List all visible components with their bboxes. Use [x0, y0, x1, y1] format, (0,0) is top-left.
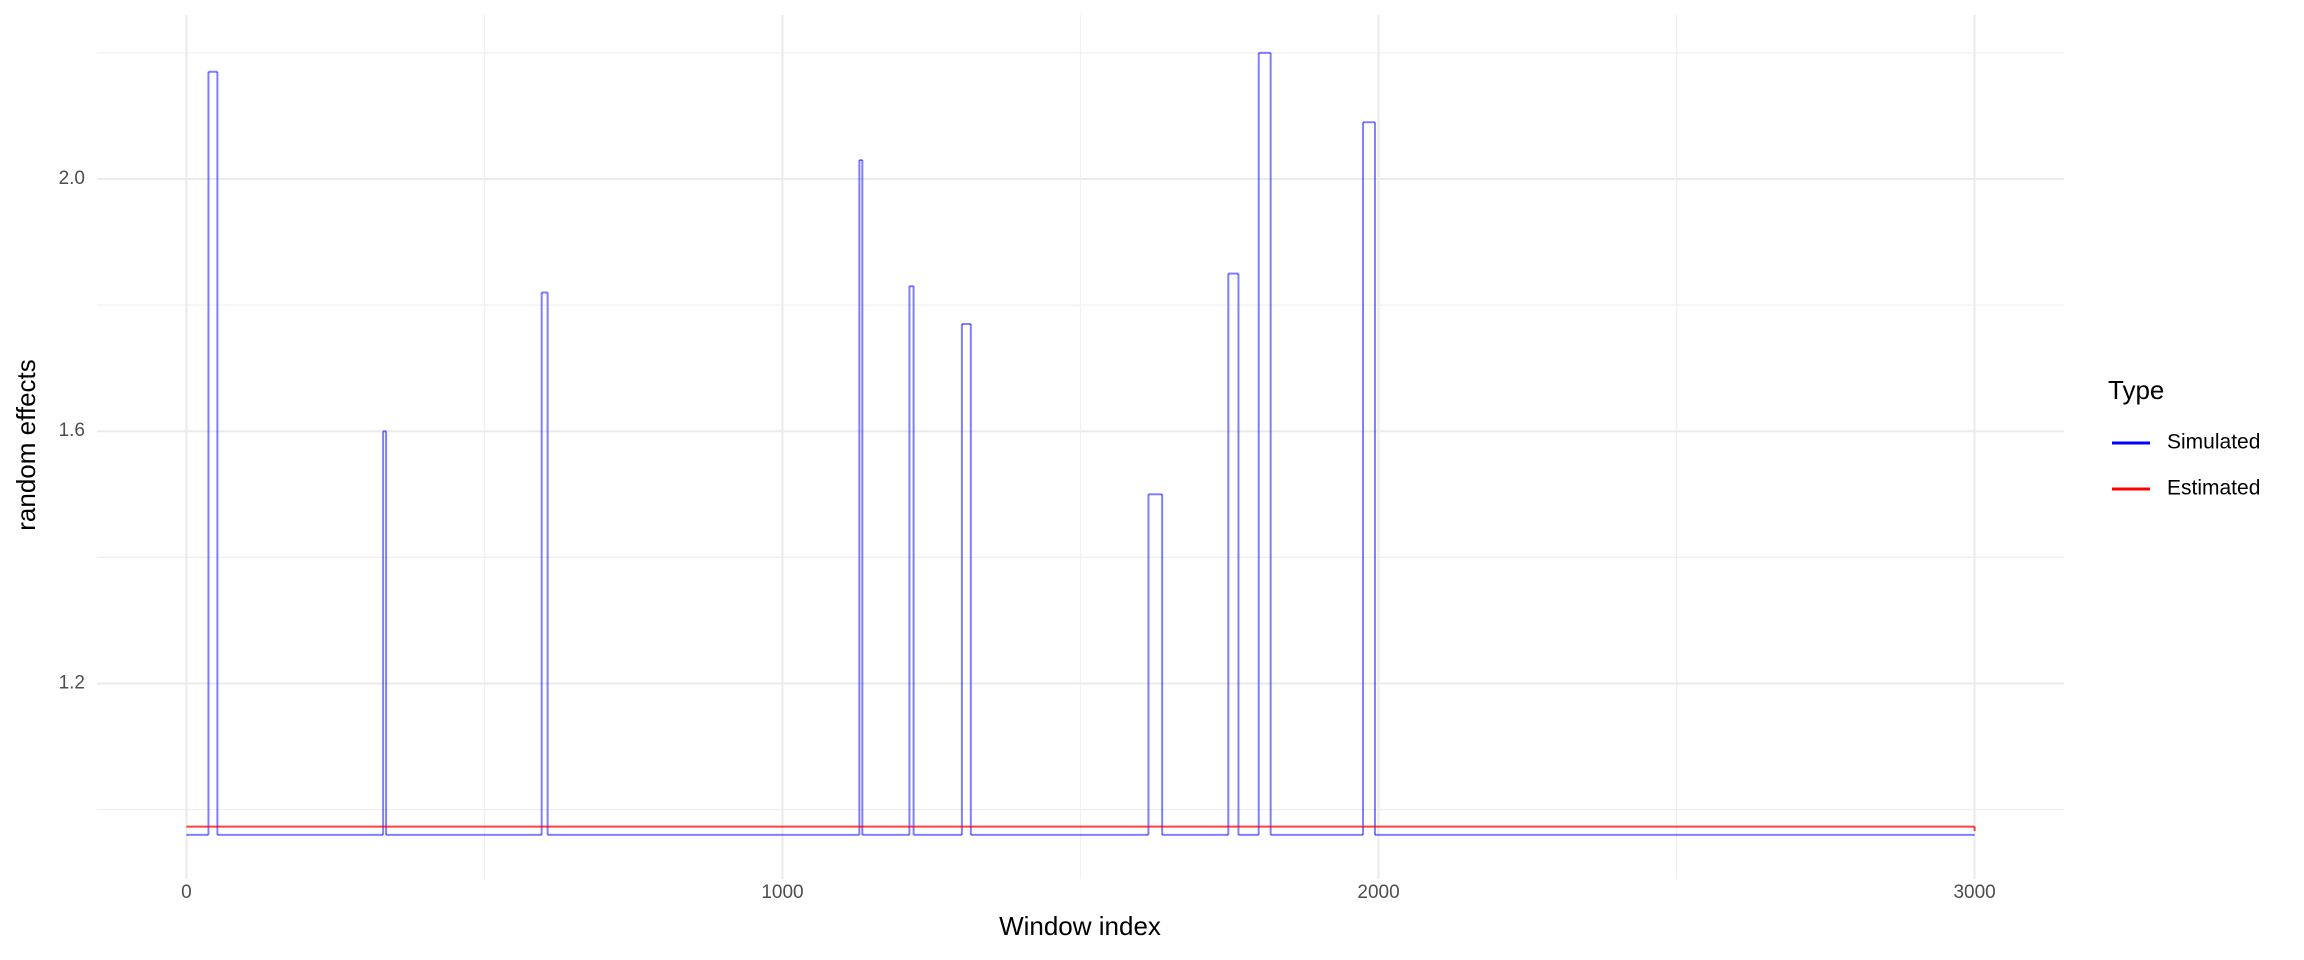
y-tick-label: 1.6	[59, 420, 85, 441]
y-tick-label: 2.0	[59, 168, 85, 189]
legend-label: Estimated	[2167, 477, 2260, 500]
x-tick-label: 0	[181, 882, 192, 903]
x-tick-label: 3000	[1953, 882, 1995, 903]
x-tick-label: 2000	[1357, 882, 1399, 903]
y-tick-label: 1.2	[59, 673, 85, 694]
y-axis-title: random effects	[11, 359, 41, 531]
legend-title: Type	[2108, 375, 2164, 405]
x-axis-title: Window index	[999, 911, 1161, 941]
x-tick-label: 1000	[761, 882, 803, 903]
legend-label: Simulated	[2167, 431, 2260, 454]
